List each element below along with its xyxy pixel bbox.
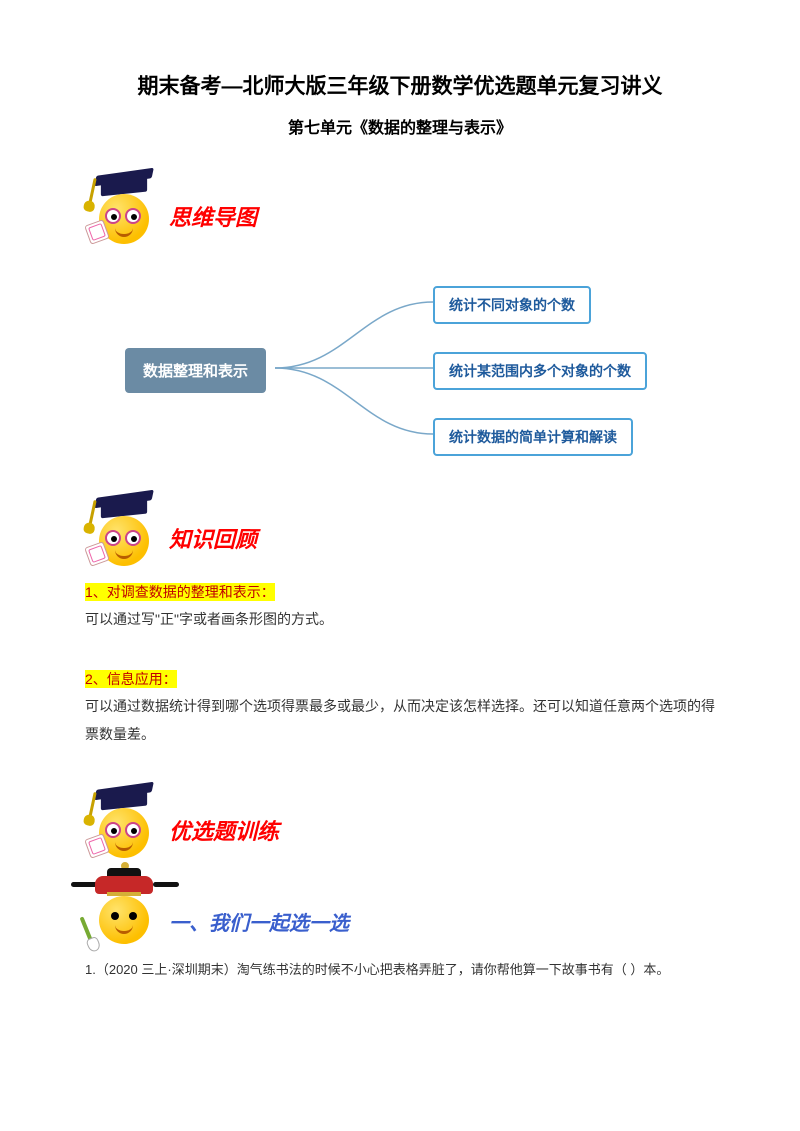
review-point-2: 2、信息应用：	[85, 667, 715, 692]
mascot-icon	[85, 492, 165, 572]
section-header-mindmap: 思维导图	[85, 168, 715, 250]
review-body: 可以通过数据统计得到哪个选项得票最多或最少，从而决定该怎样选择。还可以知道任意两…	[85, 692, 715, 748]
section-label: 知识回顾	[169, 522, 257, 554]
section-header-practice: 优选题训练	[85, 782, 715, 864]
mindmap-node: 统计不同对象的个数	[433, 286, 591, 324]
mindmap-diagram: 数据整理和表示 统计不同对象的个数 统计某范围内多个对象的个数 统计数据的简单计…	[85, 270, 715, 470]
review-point-1: 1、对调查数据的整理和表示：	[85, 580, 715, 605]
subsection-header: 一、我们一起选一选	[85, 872, 715, 950]
mindmap-root-node: 数据整理和表示	[125, 348, 266, 393]
mascot-icon	[85, 784, 165, 864]
review-body: 可以通过写"正"字或者画条形图的方式。	[85, 605, 715, 633]
page-subtitle: 第七单元《数据的整理与表示》	[85, 114, 715, 138]
mascot-icon	[85, 170, 165, 250]
section-header-review: 知识回顾	[85, 490, 715, 572]
page-title: 期末备考—北师大版三年级下册数学优选题单元复习讲义	[85, 70, 715, 100]
mindmap-node: 统计数据的简单计算和解读	[433, 418, 633, 456]
section-label: 思维导图	[169, 200, 257, 232]
question-1: 1.（2020 三上·深圳期末）淘气练书法的时候不小心把表格弄脏了，请你帮他算一…	[85, 958, 715, 983]
review-heading: 2、信息应用：	[85, 670, 177, 688]
mindmap-node: 统计某范围内多个对象的个数	[433, 352, 647, 390]
mascot2-icon	[85, 870, 165, 950]
section-label: 优选题训练	[169, 814, 279, 846]
review-heading: 1、对调查数据的整理和表示：	[85, 583, 275, 601]
subsection-label: 一、我们一起选一选	[169, 907, 349, 936]
